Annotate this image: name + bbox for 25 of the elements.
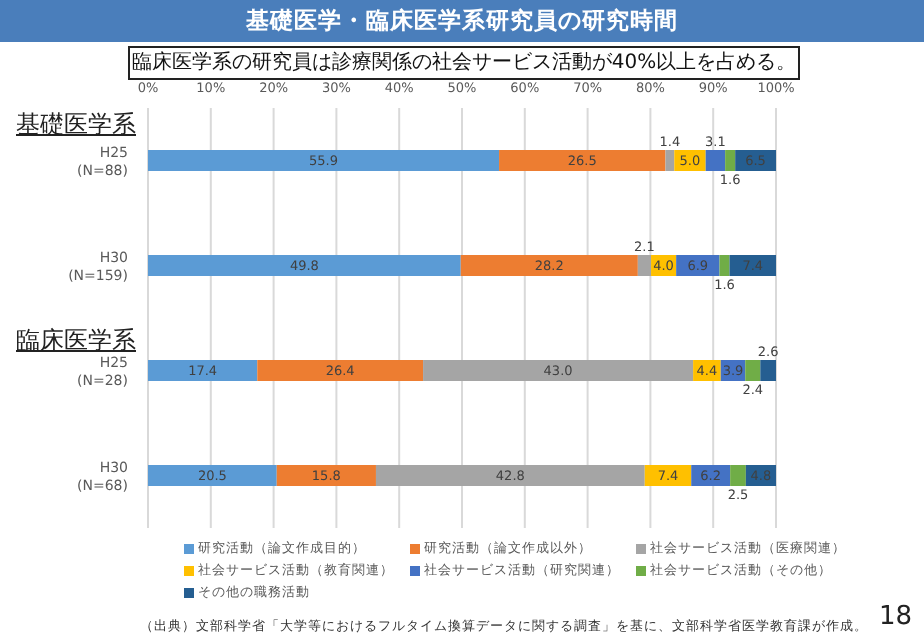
text: 18: [878, 602, 912, 632]
bar: [665, 150, 675, 171]
bar: [719, 255, 730, 276]
bar: [637, 255, 652, 276]
bar: [499, 150, 666, 171]
bar: [705, 150, 726, 171]
bar: [148, 150, 500, 171]
text: 臨床医学系: [16, 326, 136, 354]
bar: [423, 360, 694, 381]
chart-title: 基礎医学・臨床医学系研究員の研究時間: [0, 0, 924, 42]
bar: [148, 255, 461, 276]
bar: [148, 360, 258, 381]
bar: [644, 465, 692, 486]
bar: [148, 465, 277, 486]
bar: [730, 465, 746, 486]
text: 基礎医学系: [16, 110, 136, 138]
bar: [760, 360, 776, 381]
bar: [257, 360, 424, 381]
bar: [729, 255, 776, 276]
bar: [460, 255, 638, 276]
bar: [745, 360, 761, 381]
chart-subtitle: 臨床医学系の研究員は診療関係の社会サービス活動が40%以上を占める。: [128, 46, 800, 80]
bar: [276, 465, 376, 486]
bar: [725, 150, 736, 171]
bar: [375, 465, 645, 486]
